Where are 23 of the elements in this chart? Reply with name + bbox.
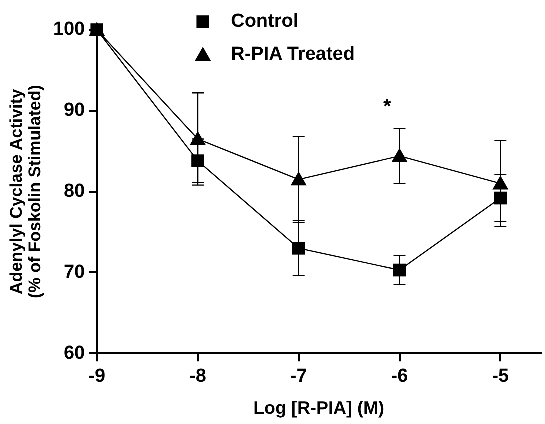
- point: [393, 264, 406, 277]
- x-tick-label: -6: [391, 366, 408, 388]
- x-tick-label: -9: [88, 366, 106, 388]
- x-tick-label: -7: [290, 366, 308, 388]
- point: [190, 131, 206, 146]
- y-axis-title: Adenylyl Cyclase Activity (% of Foskolin Stimulated): [7, 85, 45, 299]
- point: [290, 172, 307, 186]
- point: [492, 176, 509, 190]
- y-tick-label: 100: [53, 19, 86, 40]
- point: [494, 192, 508, 205]
- legend-label: Control: [231, 11, 299, 32]
- y-tick-label: 80: [64, 181, 86, 202]
- point: [292, 242, 306, 255]
- legend-label: R-PIA Treated: [231, 44, 355, 66]
- point: [192, 154, 204, 168]
- y-tick-label: 70: [64, 262, 86, 283]
- annotation: *: [384, 96, 392, 118]
- y-tick-label: 60: [64, 342, 86, 364]
- x-tick-label: -5: [492, 366, 510, 388]
- y-tick-label: 90: [64, 100, 86, 122]
- x-axis-title: Log [R-PIA] (M): [254, 398, 385, 418]
- point: [392, 148, 408, 162]
- x-tick-label: -8: [190, 366, 206, 388]
